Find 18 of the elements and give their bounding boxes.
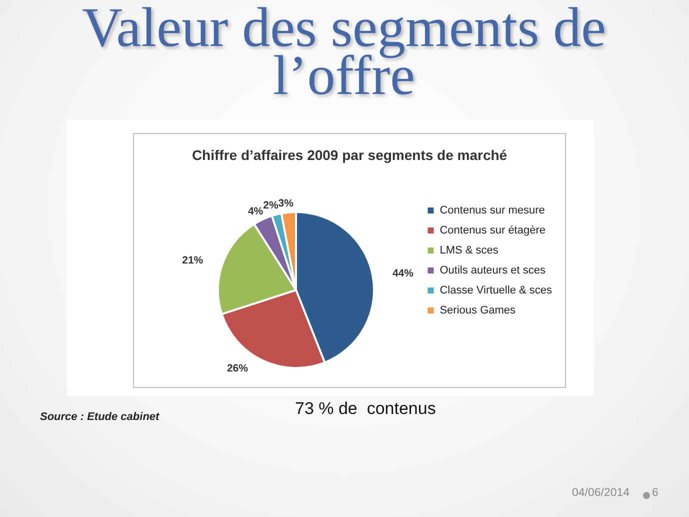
data-label: 3% — [278, 197, 294, 210]
chart-title: Valeur des segments de l’offre — [80, 0, 608, 107]
data-label: 2% — [263, 200, 279, 212]
chart-subtitle: Chiffre d’affaires 2009 par segments de marché — [192, 147, 508, 163]
text: 73 % de contenus — [295, 399, 436, 419]
legend-label: Classe Virtuelle & sces — [440, 284, 552, 296]
text: 6 — [652, 487, 658, 499]
legend-label: Serious Games — [440, 304, 516, 316]
data-label: 26% — [226, 362, 249, 375]
legend-label: Contenus sur étagère — [440, 224, 546, 236]
text: 04/06/2014 — [572, 487, 630, 499]
legend-label: Outils auteurs et sces — [440, 264, 546, 276]
data-label: 4% — [248, 205, 264, 218]
legend-label: Contenus sur mesure — [440, 204, 545, 216]
source-note: Source : Etude cabinet — [40, 411, 160, 423]
legend-label: LMS & sces — [440, 244, 499, 256]
data-label: 44% — [392, 268, 414, 280]
data-label: 21% — [182, 254, 204, 267]
